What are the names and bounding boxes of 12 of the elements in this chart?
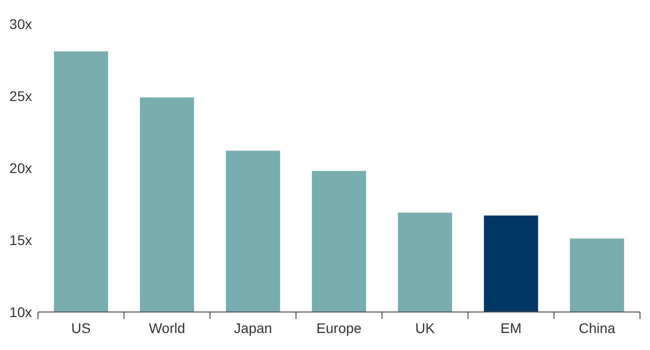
y-tick-label: 25x [9, 88, 32, 104]
y-tick-label: 10x [9, 304, 32, 320]
x-tick-label: UK [415, 320, 436, 336]
x-tick-label: EM [500, 320, 522, 336]
y-tick-label: 30x [9, 16, 32, 32]
x-tick-label: Japan [234, 320, 272, 336]
y-tick-label: 15x [9, 232, 32, 248]
y-tick-label: 20x [9, 160, 32, 176]
x-tick-label: Europe [316, 320, 362, 336]
x-tick-label: US [71, 320, 91, 336]
x-tick-label: China [578, 320, 616, 336]
x-tick-label: World [148, 320, 186, 336]
